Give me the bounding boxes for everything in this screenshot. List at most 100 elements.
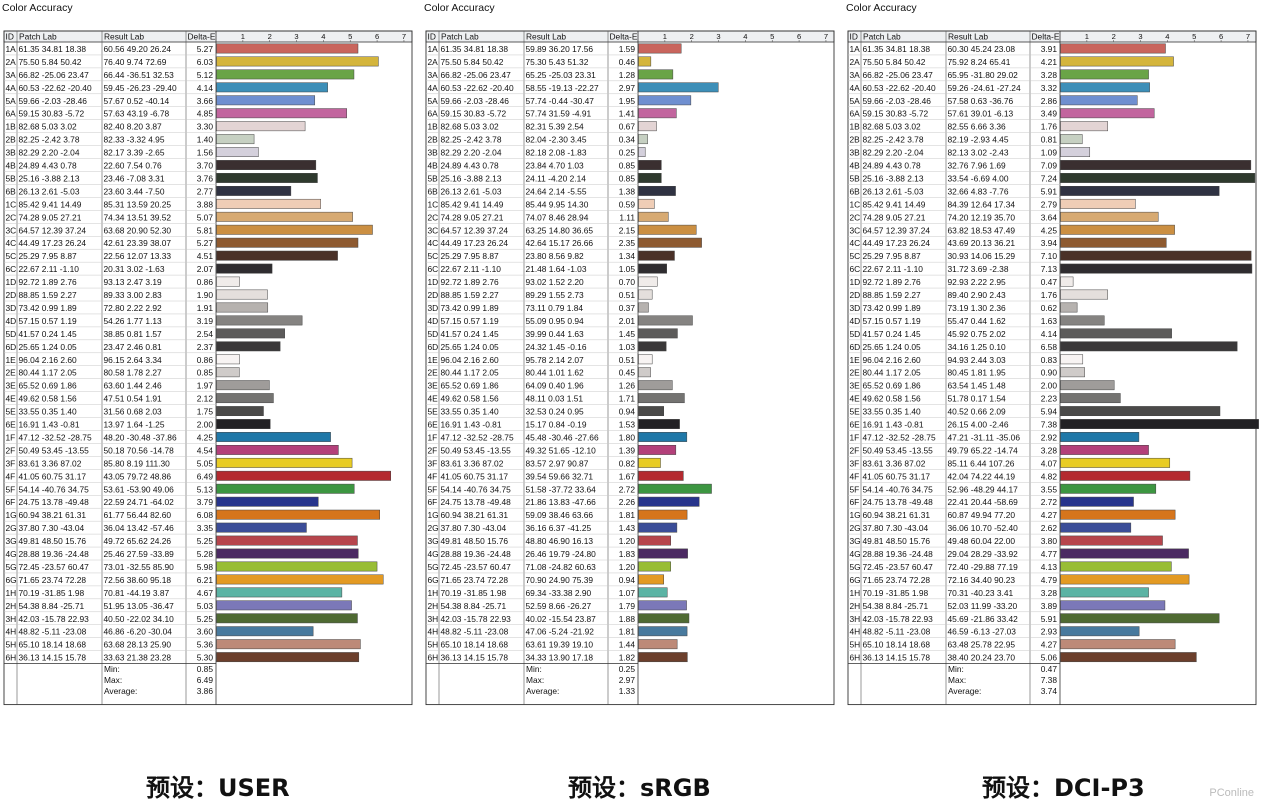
result-lab: 47.51 0.54 1.91 [104, 394, 163, 404]
table-row: 4A 60.53 -22.62 -20.40 58.55 -19.13 -22.27… [426, 82, 719, 95]
patch-id: 5F [850, 484, 860, 494]
delta-e-bar [1060, 574, 1190, 585]
table-row: 3A 66.82 -25.06 23.47 66.44 -36.51 32.53 5.… [4, 69, 355, 82]
table-row: 4D 57.15 0.57 1.19 55.09 0.95 0.94 2.01 [426, 315, 693, 328]
delta-e-bar [638, 354, 653, 365]
patch-lab: 70.19 -31.85 1.98 [19, 588, 85, 598]
patch-lab: 54.14 -40.76 34.75 [19, 484, 90, 494]
patch-id: 1A [6, 44, 17, 54]
patch-id: 1D [850, 277, 861, 287]
patch-lab: 59.66 -2.03 -28.46 [441, 96, 510, 106]
result-lab: 22.60 7.54 0.76 [104, 161, 163, 171]
patch-lab: 42.03 -15.78 22.93 [19, 614, 90, 624]
result-lab: 59.09 38.46 63.66 [526, 510, 594, 520]
delta-e-value: 2.01 [619, 316, 636, 326]
result-lab: 65.95 -31.80 29.02 [948, 70, 1019, 80]
delta-e-bar [216, 574, 384, 585]
delta-e-bar [216, 121, 306, 132]
patch-lab: 28.88 19.36 -24.48 [863, 549, 934, 559]
result-lab: 25.46 27.59 -33.89 [104, 549, 175, 559]
result-lab: 73.19 1.30 2.36 [948, 303, 1007, 313]
patch-id: 2D [428, 290, 439, 300]
delta-e-bar [638, 276, 658, 287]
table-row: 3C 64.57 12.39 37.24 63.68 20.90 52.30 5.81 [4, 224, 373, 237]
table-row: 1B 82.68 5.03 3.02 82.31 5.39 2.54 0.67 [426, 121, 657, 133]
table-row: 2H 54.38 8.84 -25.71 52.03 11.99 -33.20 3.8… [848, 600, 1166, 613]
caption-dci-p3: 预设：DCI-P3 [982, 774, 1145, 802]
patch-id: 6E [850, 420, 861, 430]
table-row: 3H 42.03 -15.78 22.93 40.50 -22.02 34.10 5.… [4, 613, 358, 625]
delta-e-bar [638, 470, 684, 481]
table-row: 4C 44.49 17.23 26.24 43.69 20.13 36.21 3.94 [848, 237, 1167, 250]
result-lab: 70.31 -40.23 3.41 [948, 588, 1014, 598]
delta-e-bar [1060, 587, 1149, 598]
result-lab: 36.16 6.37 -41.25 [526, 523, 592, 533]
table-row: 6C 22.67 2.11 -1.10 21.48 1.64 -1.03 1.05 [426, 263, 667, 276]
patch-id: 1G [6, 510, 17, 520]
delta-e-value: 1.56 [197, 148, 214, 158]
patch-id: 6H [850, 653, 861, 663]
result-lab: 80.58 1.78 2.27 [104, 368, 163, 378]
result-lab: 63.68 28.13 25.90 [104, 640, 172, 650]
patch-lab: 25.16 -3.88 2.13 [19, 173, 80, 183]
table-row: 2A 75.50 5.84 50.42 75.30 5.43 51.32 0.46 [426, 56, 652, 69]
delta-e-value: 0.25 [619, 148, 636, 158]
delta-e-bar [1060, 470, 1191, 481]
delta-e-value: 2.37 [197, 342, 214, 352]
patch-id: 3B [428, 148, 439, 158]
x-tick-label: 5 [1192, 32, 1196, 41]
delta-e-bar [1060, 211, 1159, 222]
delta-e-bar [216, 173, 318, 183]
delta-e-bar [216, 134, 255, 145]
table-row: 5H 65.10 18.14 18.68 63.68 28.13 25.90 5.36 [4, 639, 361, 651]
patch-id: 6G [6, 575, 17, 585]
patch-lab: 70.19 -31.85 1.98 [441, 588, 507, 598]
delta-e-bar [216, 509, 380, 520]
delta-e-value: 4.54 [197, 445, 214, 455]
patch-id: 6E [6, 420, 17, 430]
patch-lab: 25.65 1.24 0.05 [863, 342, 922, 352]
result-lab: 42.64 15.17 26.66 [526, 238, 594, 248]
delta-e-bar [1060, 108, 1155, 119]
patch-id: 1C [6, 199, 17, 209]
x-tick-label: 7 [402, 32, 406, 41]
delta-e-value: 1.67 [619, 471, 636, 481]
patch-id: 3C [428, 225, 439, 235]
delta-e-bar [1060, 289, 1109, 300]
patch-lab: 71.65 23.74 72.28 [863, 575, 931, 585]
patch-id: 2B [6, 135, 17, 145]
table-row: 6F 24.75 13.78 -49.48 22.59 24.71 -64.02 3.… [4, 496, 319, 509]
delta-e-value: 4.27 [1041, 640, 1058, 650]
result-lab: 63.48 25.78 22.95 [948, 640, 1016, 650]
delta-e-value: 3.94 [1041, 238, 1058, 248]
delta-e-bar [1060, 147, 1091, 157]
table-row: 1E 96.04 2.16 2.60 95.78 2.14 2.07 0.51 [426, 354, 653, 366]
table-row: 3A 66.82 -25.06 23.47 65.95 -31.80 29.02 3.… [848, 69, 1149, 82]
table-row: 3G 49.81 48.50 15.76 49.48 60.04 22.00 3.80 [848, 535, 1163, 548]
delta-e-value: 5.05 [197, 458, 214, 468]
summary-label: Average: [526, 686, 559, 696]
result-lab: 55.09 0.95 0.94 [526, 316, 585, 326]
patch-id: 1F [428, 432, 438, 442]
delta-e-value: 2.97 [619, 83, 636, 93]
delta-e-value: 4.51 [197, 251, 214, 261]
patch-id: 1C [428, 199, 439, 209]
result-lab: 96.15 2.64 3.34 [104, 355, 163, 365]
delta-e-bar [638, 548, 688, 559]
patch-id: 3H [6, 614, 17, 624]
patch-lab: 49.62 0.58 1.56 [19, 394, 78, 404]
delta-e-bar [638, 95, 692, 106]
result-lab: 95.78 2.14 2.07 [526, 355, 585, 365]
patch-lab: 16.91 1.43 -0.81 [19, 420, 80, 430]
patch-lab: 25.65 1.24 0.05 [19, 342, 78, 352]
result-lab: 80.45 1.81 1.95 [948, 368, 1007, 378]
patch-lab: 70.19 -31.85 1.98 [863, 588, 929, 598]
patch-id: 4E [6, 394, 17, 404]
patch-id: 3F [428, 458, 438, 468]
patch-id: 1D [6, 277, 17, 287]
table-row: 3H 42.03 -15.78 22.93 45.69 -21.86 33.42 5.… [848, 613, 1220, 625]
patch-lab: 50.49 53.45 -13.55 [863, 445, 934, 455]
delta-e-bar [638, 380, 673, 391]
table-row: 5C 25.29 7.95 8.87 22.56 12.07 13.33 4.51 [4, 250, 338, 263]
patch-lab: 66.82 -25.06 23.47 [863, 70, 934, 80]
